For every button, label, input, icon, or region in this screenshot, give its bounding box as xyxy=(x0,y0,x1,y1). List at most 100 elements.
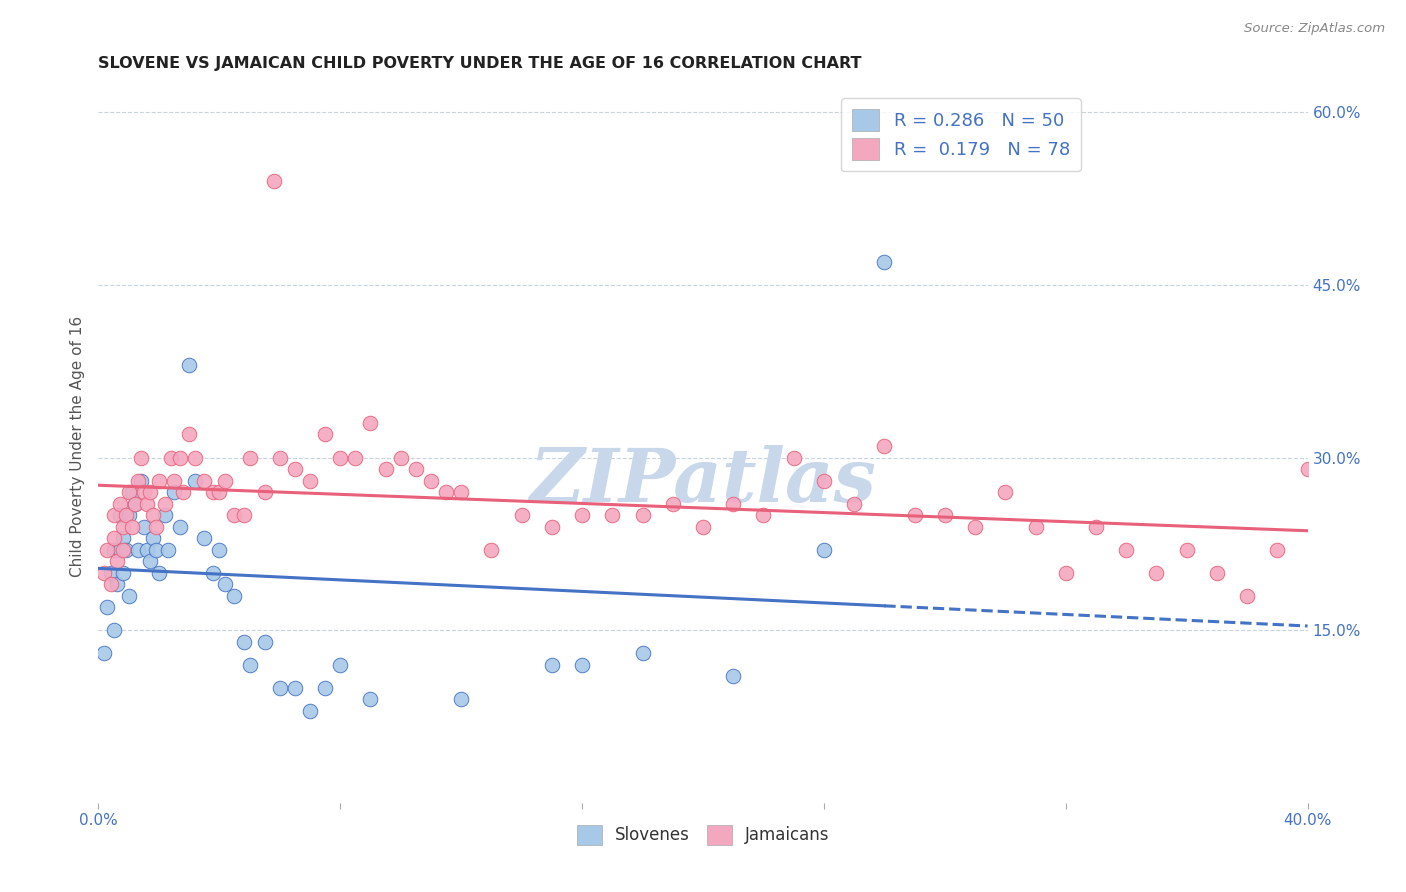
Point xyxy=(450,485,472,500)
Point xyxy=(631,508,654,522)
Point xyxy=(813,474,835,488)
Point xyxy=(208,485,231,500)
Point xyxy=(405,462,427,476)
Point xyxy=(96,600,118,615)
Point xyxy=(389,450,412,465)
Point xyxy=(299,474,322,488)
Point xyxy=(571,508,593,522)
Point xyxy=(108,542,131,557)
Point xyxy=(1267,542,1289,557)
Point xyxy=(692,519,714,533)
Point xyxy=(111,566,134,580)
Point xyxy=(253,634,276,648)
Point xyxy=(299,704,322,718)
Point xyxy=(253,485,276,500)
Point xyxy=(153,497,176,511)
Point xyxy=(344,450,367,465)
Text: ZIPatlas: ZIPatlas xyxy=(530,445,876,518)
Point xyxy=(510,508,533,522)
Point xyxy=(179,427,201,442)
Point xyxy=(179,359,201,373)
Point xyxy=(103,531,125,545)
Point xyxy=(96,542,118,557)
Point xyxy=(127,542,149,557)
Point xyxy=(172,485,194,500)
Point xyxy=(934,508,956,522)
Point xyxy=(723,497,745,511)
Point xyxy=(1085,519,1108,533)
Point xyxy=(193,531,215,545)
Point xyxy=(135,542,157,557)
Point xyxy=(100,577,122,591)
Point xyxy=(965,519,987,533)
Point xyxy=(145,542,167,557)
Point xyxy=(114,542,136,557)
Point xyxy=(661,497,683,511)
Point xyxy=(1206,566,1229,580)
Point xyxy=(631,646,654,660)
Point xyxy=(723,669,745,683)
Point xyxy=(160,450,183,465)
Point xyxy=(844,497,866,511)
Point xyxy=(111,542,134,557)
Point xyxy=(121,519,143,533)
Point xyxy=(153,508,176,522)
Point xyxy=(135,497,157,511)
Point xyxy=(93,646,115,660)
Point xyxy=(360,692,382,706)
Point xyxy=(214,577,236,591)
Point xyxy=(132,519,155,533)
Point xyxy=(314,427,336,442)
Point xyxy=(314,681,336,695)
Y-axis label: Child Poverty Under the Age of 16: Child Poverty Under the Age of 16 xyxy=(69,316,84,576)
Point xyxy=(129,474,152,488)
Point xyxy=(1054,566,1077,580)
Point xyxy=(1296,462,1319,476)
Point xyxy=(783,450,806,465)
Point xyxy=(163,485,186,500)
Point xyxy=(360,416,382,430)
Point xyxy=(752,508,775,522)
Point xyxy=(111,519,134,533)
Point xyxy=(132,485,155,500)
Point xyxy=(148,566,170,580)
Point xyxy=(114,508,136,522)
Point xyxy=(111,531,134,545)
Point xyxy=(142,508,165,522)
Point xyxy=(139,485,162,500)
Point xyxy=(540,519,562,533)
Point xyxy=(103,623,125,637)
Point xyxy=(118,485,141,500)
Point xyxy=(540,657,562,672)
Point xyxy=(184,474,207,488)
Point xyxy=(156,542,179,557)
Point xyxy=(232,634,254,648)
Point xyxy=(145,519,167,533)
Point xyxy=(118,508,141,522)
Point xyxy=(434,485,457,500)
Point xyxy=(93,566,115,580)
Point xyxy=(208,542,231,557)
Point xyxy=(284,462,307,476)
Point xyxy=(202,566,225,580)
Point xyxy=(108,508,131,522)
Point xyxy=(1144,566,1167,580)
Point xyxy=(129,450,152,465)
Point xyxy=(873,439,896,453)
Point xyxy=(873,255,896,269)
Point xyxy=(420,474,443,488)
Point xyxy=(169,450,191,465)
Point xyxy=(142,531,165,545)
Legend: Slovenes, Jamaicans: Slovenes, Jamaicans xyxy=(569,818,837,852)
Point xyxy=(1236,589,1258,603)
Point xyxy=(269,450,291,465)
Point xyxy=(374,462,396,476)
Point xyxy=(214,474,236,488)
Point xyxy=(239,657,262,672)
Point xyxy=(232,508,254,522)
Point xyxy=(1115,542,1137,557)
Point xyxy=(224,508,246,522)
Point xyxy=(602,508,624,522)
Point xyxy=(139,554,162,568)
Point xyxy=(193,474,215,488)
